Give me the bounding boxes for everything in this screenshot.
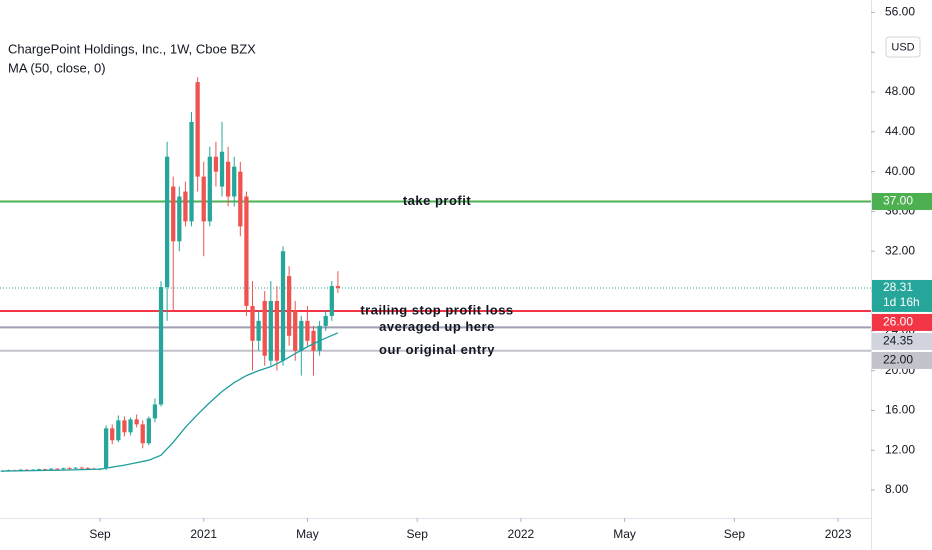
level-badge [872, 332, 932, 350]
candle-body [73, 467, 78, 469]
candle-body [232, 166, 237, 197]
candle-body [201, 176, 206, 222]
candle-body [116, 420, 121, 441]
candle-body [183, 191, 188, 222]
candle-body [207, 156, 212, 222]
candle-body [85, 468, 90, 470]
candle-body [238, 171, 243, 227]
candle-body [0, 470, 5, 472]
y-tick-label: 44.00 [885, 124, 915, 138]
candle-body [262, 300, 267, 356]
annotation: take profit [403, 193, 472, 208]
countdown-label: 1d 16h [883, 295, 920, 309]
candle-body [146, 418, 151, 444]
candle-body [274, 300, 280, 361]
candle-body [152, 404, 158, 419]
candle-body [110, 428, 115, 441]
candle-body [158, 287, 164, 405]
candle-body [55, 468, 60, 470]
candle-body [213, 156, 219, 172]
candle-body [329, 286, 334, 316]
level-badge [872, 351, 932, 369]
x-tick-label: 2021 [190, 527, 217, 541]
x-tick-label: 2022 [508, 527, 535, 541]
level-badge [872, 192, 932, 210]
moving-average [2, 332, 339, 472]
candle-body [286, 276, 292, 336]
candle-body [171, 186, 176, 242]
candle-body [299, 320, 304, 351]
candle-body [43, 469, 48, 471]
level-badge-label: 37.00 [883, 194, 913, 208]
level-badge [872, 313, 932, 331]
candle-body [250, 305, 255, 341]
level-badge-label: 24.35 [883, 334, 913, 348]
currency-label[interactable]: USD [891, 41, 914, 53]
candle-body [61, 468, 66, 470]
candle-body [134, 419, 139, 425]
candle-body [195, 82, 200, 177]
candle-body [49, 468, 54, 470]
candle-body [280, 251, 286, 361]
y-tick-label: 8.00 [885, 482, 909, 496]
x-tick-label: Sep [89, 527, 111, 541]
candle-body [256, 320, 261, 341]
last-price-label: 28.31 [883, 280, 913, 294]
level-badge-label: 26.00 [883, 315, 913, 329]
level-badge-label: 22.00 [883, 353, 913, 367]
candle-body [18, 469, 23, 471]
candle-body [140, 424, 145, 444]
candle-body [317, 325, 322, 351]
candle-body [103, 428, 109, 469]
candle-body [219, 151, 225, 187]
x-tick-label: May [613, 527, 636, 541]
currency-button[interactable] [885, 36, 921, 58]
x-tick-label: May [296, 527, 319, 541]
candle-body [177, 196, 182, 242]
annotation: our original entry [379, 342, 495, 357]
x-tick-label: 2023 [825, 527, 852, 541]
candle-body [164, 156, 170, 288]
candle-body [122, 420, 127, 433]
x-tick-label: Sep [407, 527, 429, 541]
candle-body [323, 315, 328, 326]
candle-body [335, 286, 341, 288]
last-price-badge [872, 279, 932, 312]
y-tick-label: 40.00 [885, 164, 915, 178]
x-tick-label: Sep [724, 527, 746, 541]
indicator-label: MA (50, close, 0) [8, 60, 106, 75]
annotation: trailing stop profit loss [360, 302, 513, 317]
candle-body [311, 330, 316, 351]
chart-title: ChargePoint Holdings, Inc., 1W, Cboe BZX [8, 41, 256, 56]
candle-body [128, 419, 133, 433]
y-tick-label: 16.00 [885, 403, 915, 417]
y-tick-label: 12.00 [885, 442, 915, 456]
candle-body [305, 320, 310, 341]
candle-body [244, 196, 249, 306]
y-tick-label: 56.00 [885, 5, 915, 19]
candle-body [268, 300, 273, 361]
plot [0, 77, 871, 473]
candle-body [293, 310, 298, 351]
candle-body [36, 469, 42, 471]
candle-body [189, 121, 194, 222]
y-tick-label: 48.00 [885, 84, 915, 98]
annotation: averaged up here [379, 319, 495, 334]
candle-body [67, 468, 72, 470]
candle-body [225, 161, 231, 197]
y-tick-label: 32.00 [885, 243, 915, 257]
candle-body [79, 467, 84, 469]
